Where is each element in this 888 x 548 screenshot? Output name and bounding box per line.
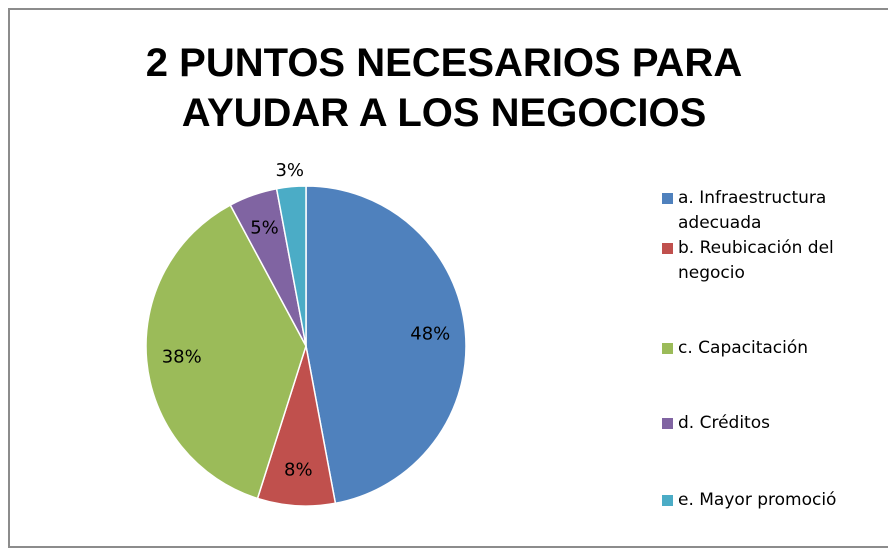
legend-label: c. Capacitación [678, 338, 809, 358]
chart-title: 2 PUNTOS NECESARIOS PARA AYUDAR A LOS NE… [145, 41, 743, 135]
legend-label: a. Infraestructura adecuada [678, 188, 827, 233]
data-label: 5% [250, 217, 279, 238]
pie-slice [305, 185, 467, 505]
pie-slice [275, 185, 307, 347]
legend-swatch [662, 418, 673, 429]
data-label: 8% [284, 460, 313, 481]
legend-item: e. Mayor promoció [662, 488, 877, 513]
legend-label: b. Reubicación del negocio [678, 238, 834, 283]
legend-item: b. Reubicación del negocio [662, 236, 877, 286]
legend-swatch [662, 243, 673, 254]
page: {"chart_data": {"type": "pie", "title": … [8, 8, 888, 548]
legend-item: c. Capacitación [662, 336, 877, 361]
data-label: 38% [162, 347, 202, 368]
legend-swatch [662, 193, 673, 204]
data-label: 3% [275, 160, 304, 181]
data-label: 48% [410, 323, 450, 344]
legend-item: a. Infraestructura adecuada [662, 186, 877, 236]
legend-label: d. Créditos [678, 413, 770, 433]
legend-item: d. Créditos [662, 411, 877, 436]
legend-label: e. Mayor promoció [678, 490, 837, 510]
chart: 48% 8% 38% 5% 3% [145, 160, 467, 507]
pie-slice [145, 204, 307, 500]
legend-swatch [662, 495, 673, 506]
legend-swatch [662, 343, 673, 354]
